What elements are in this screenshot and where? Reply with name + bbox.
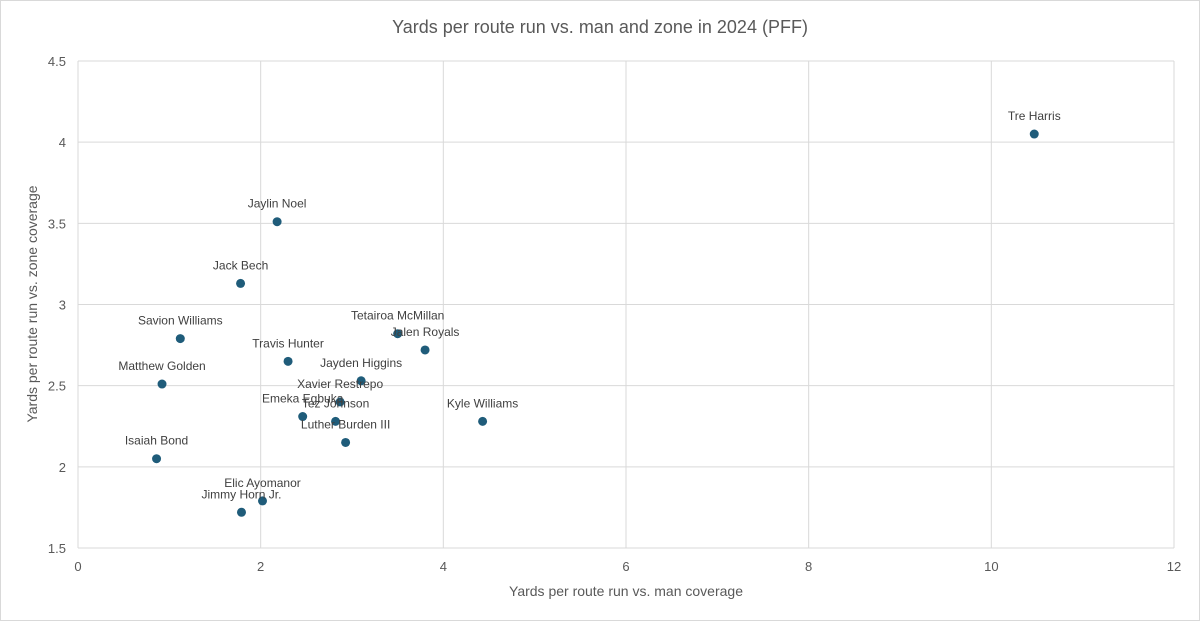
data-labels: Tre Harris Jaylin Noel Jack Bech Savion Wil…	[118, 109, 1060, 501]
x-tick-label: 4	[440, 559, 447, 574]
x-tick-label: 0	[74, 559, 81, 574]
y-tick-label: 3	[59, 298, 66, 313]
point-travis-hunter	[283, 356, 293, 366]
data-label-jack-bech: Jack Bech	[213, 258, 268, 272]
data-label-kyle-williams: Kyle Williams	[447, 396, 518, 410]
point-xavier-restrepo	[335, 397, 345, 407]
point-elic-ayomanor	[257, 496, 267, 506]
x-tick-label: 8	[805, 559, 812, 574]
point-matthew-golden	[157, 379, 167, 389]
point-jimmy-horn-jr	[236, 507, 246, 517]
data-points	[152, 129, 1039, 517]
data-label-jayden-higgins: Jayden Higgins	[320, 356, 402, 370]
x-tick-label: 2	[257, 559, 264, 574]
data-label-jalen-royals: Jalen Royals	[391, 325, 460, 339]
data-label-luther-burden-iii: Luther Burden III	[301, 417, 390, 431]
y-axis-label: Yards per route run vs. zone coverage	[24, 185, 40, 422]
point-emeka-egbuka	[298, 412, 308, 422]
point-jaylin-noel	[272, 217, 282, 227]
point-isaiah-bond	[152, 454, 162, 464]
y-tick-label: 2.5	[48, 379, 66, 394]
data-label-matthew-golden: Matthew Golden	[118, 359, 205, 373]
y-tick-label: 4	[59, 135, 66, 150]
grid-lines	[77, 60, 1175, 549]
point-tetairoa-mcmillan	[393, 329, 403, 339]
point-jayden-higgins	[356, 376, 366, 386]
data-label-jaylin-noel: Jaylin Noel	[248, 197, 307, 211]
y-tick-label: 4.5	[48, 54, 66, 69]
point-tre-harris	[1029, 129, 1039, 139]
data-label-tre-harris: Tre Harris	[1008, 109, 1061, 123]
x-axis-label: Yards per route run vs. man coverage	[509, 583, 743, 599]
data-label-isaiah-bond: Isaiah Bond	[125, 434, 188, 448]
data-label-tetairoa-mcmillan: Tetairoa McMillan	[351, 309, 444, 323]
y-axis-ticks: 1.5 2 2.5 3 3.5 4 4.5	[48, 54, 66, 556]
x-tick-label: 10	[984, 559, 998, 574]
y-tick-label: 2	[59, 460, 66, 475]
data-label-xavier-restrepo: Xavier Restrepo	[297, 377, 383, 391]
data-label-tez-johnson: Tez Johnson	[302, 396, 369, 410]
data-label-elic-ayomanor: Elic Ayomanor	[224, 476, 300, 490]
point-jalen-royals	[420, 345, 430, 355]
y-tick-label: 3.5	[48, 216, 66, 231]
point-jack-bech	[236, 278, 246, 288]
point-kyle-williams	[478, 416, 488, 426]
chart-title: Yards per route run vs. man and zone in …	[392, 17, 808, 37]
point-tez-johnson	[331, 416, 341, 426]
data-label-emeka-egbuka: Emeka Egbuka	[262, 392, 344, 406]
point-savion-williams	[175, 334, 185, 344]
x-tick-label: 6	[622, 559, 629, 574]
data-label-travis-hunter: Travis Hunter	[252, 336, 324, 350]
data-label-savion-williams: Savion Williams	[138, 314, 223, 328]
x-axis-ticks: 0 2 4 6 8 10 12	[74, 559, 1181, 574]
point-luther-burden-iii	[341, 437, 351, 447]
data-label-jimmy-horn-jr: Jimmy Horn Jr.	[201, 487, 281, 501]
x-tick-label: 12	[1167, 559, 1181, 574]
y-tick-label: 1.5	[48, 541, 66, 556]
